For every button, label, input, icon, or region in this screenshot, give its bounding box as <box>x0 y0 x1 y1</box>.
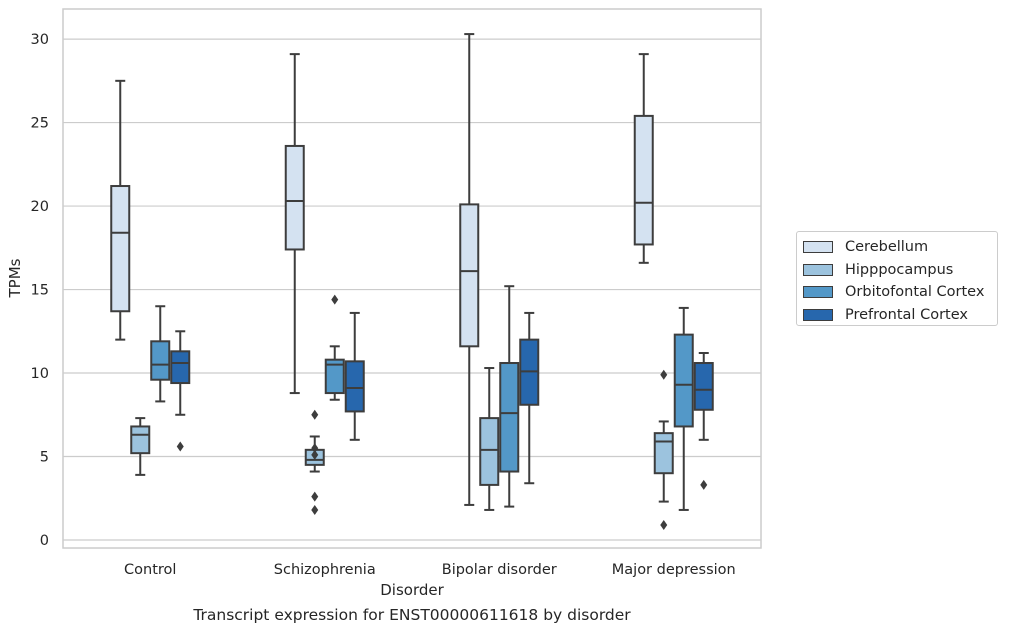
box-orbitofontal-cortex <box>499 285 520 508</box>
iqr-box <box>499 362 520 473</box>
box-hipppocampus <box>479 367 500 511</box>
iqr-box <box>653 432 674 475</box>
legend-item: Prefrontal Cortex <box>803 304 997 327</box>
box-hipppocampus <box>304 409 325 515</box>
iqr-box <box>344 360 365 413</box>
box-cerebellum <box>459 33 480 506</box>
legend-item: Orbitofontal Cortex <box>803 281 997 304</box>
box-prefrontal-cortex <box>344 311 365 441</box>
iqr-box <box>633 114 654 246</box>
x-tick-label: Control <box>124 562 176 578</box>
plot-frame <box>62 8 762 549</box>
box-hipppocampus <box>130 417 151 476</box>
y-tick-label: 30 <box>31 32 49 48</box>
legend-label: Orbitofontal Cortex <box>845 284 985 301</box>
y-tick-labels: 0 5 10 15 20 25 30 <box>31 32 49 549</box>
box-orbitofontal-cortex <box>150 305 171 403</box>
box-prefrontal-cortex <box>519 311 540 485</box>
legend-label: Cerebellum <box>845 239 929 256</box>
legend-label: Prefrontal Cortex <box>845 306 968 323</box>
box-hipppocampus <box>653 369 674 530</box>
legend-label: Hipppocampus <box>845 261 954 278</box>
iqr-box <box>324 358 345 395</box>
box-orbitofontal-cortex <box>324 294 345 401</box>
box-prefrontal-cortex <box>693 351 714 490</box>
iqr-box <box>459 203 480 348</box>
outlier-point <box>311 491 319 502</box>
legend: Cerebellum Hipppocampus Orbitofontal Cor… <box>796 231 998 326</box>
x-axis-label: Disorder <box>380 581 444 599</box>
outlier-point <box>311 449 319 460</box>
y-tick-label: 20 <box>31 199 49 215</box>
chart-caption: Transcript expression for ENST0000061161… <box>193 606 631 624</box>
iqr-box <box>693 362 714 411</box>
outlier-point <box>176 441 184 452</box>
box-cerebellum <box>633 53 654 264</box>
iqr-box <box>110 185 131 313</box>
box-layer <box>110 33 714 530</box>
box-cerebellum <box>284 53 305 395</box>
iqr-box <box>170 350 191 385</box>
outlier-point <box>660 519 668 530</box>
y-tick-label: 0 <box>40 533 49 549</box>
outlier-point <box>700 479 708 490</box>
outlier-point <box>331 294 339 305</box>
outlier-point <box>311 443 319 454</box>
iqr-box <box>479 417 500 486</box>
y-axis-label: TPMs <box>6 258 24 298</box>
box-prefrontal-cortex <box>170 330 191 452</box>
x-tick-label: Bipolar disorder <box>442 562 557 578</box>
y-tick-label: 15 <box>31 283 49 299</box>
legend-item: Cerebellum <box>803 236 997 259</box>
legend-swatch-orbitofontal-cortex <box>803 286 833 299</box>
box-cerebellum <box>110 79 131 341</box>
iqr-box <box>130 425 151 455</box>
legend-swatch-cerebellum <box>803 241 833 254</box>
x-tick-label: Schizophrenia <box>274 562 376 578</box>
legend-swatch-prefrontal-cortex <box>803 308 833 321</box>
outlier-point <box>311 409 319 420</box>
iqr-box <box>673 333 694 428</box>
x-tick-labels: Control Schizophrenia Bipolar disorder Majo… <box>124 562 736 578</box>
box-orbitofontal-cortex <box>673 306 694 511</box>
outlier-point <box>311 504 319 515</box>
x-tick-label: Major depression <box>612 562 736 578</box>
legend-item: Hipppocampus <box>803 259 997 282</box>
iqr-box <box>150 340 171 381</box>
y-tick-label: 5 <box>40 450 49 466</box>
y-tick-label: 25 <box>31 116 49 132</box>
y-tick-label: 10 <box>31 366 49 382</box>
outlier-point <box>660 369 668 380</box>
legend-swatch-hipppocampus <box>803 263 833 276</box>
iqr-box <box>284 144 305 251</box>
